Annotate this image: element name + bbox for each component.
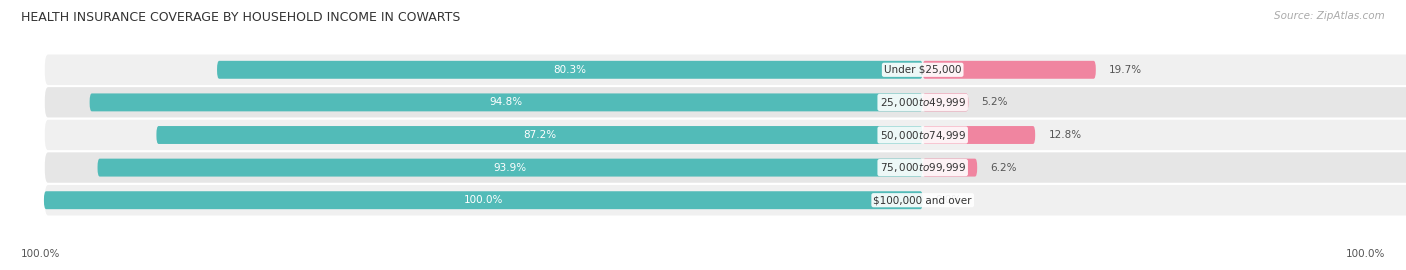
Text: 6.2%: 6.2%	[990, 163, 1017, 173]
Text: Under $25,000: Under $25,000	[884, 65, 962, 75]
Text: 93.9%: 93.9%	[494, 163, 527, 173]
Text: $75,000 to $99,999: $75,000 to $99,999	[880, 161, 966, 174]
Text: $25,000 to $49,999: $25,000 to $49,999	[880, 96, 966, 109]
FancyBboxPatch shape	[922, 159, 977, 177]
Text: HEALTH INSURANCE COVERAGE BY HOUSEHOLD INCOME IN COWARTS: HEALTH INSURANCE COVERAGE BY HOUSEHOLD I…	[21, 11, 461, 24]
FancyBboxPatch shape	[44, 184, 1406, 217]
Text: 19.7%: 19.7%	[1109, 65, 1142, 75]
FancyBboxPatch shape	[156, 126, 922, 144]
Text: 80.3%: 80.3%	[554, 65, 586, 75]
Text: Source: ZipAtlas.com: Source: ZipAtlas.com	[1274, 11, 1385, 21]
Text: 100.0%: 100.0%	[1346, 249, 1385, 259]
FancyBboxPatch shape	[44, 119, 1406, 151]
Text: 100.0%: 100.0%	[21, 249, 60, 259]
FancyBboxPatch shape	[922, 93, 969, 111]
FancyBboxPatch shape	[44, 86, 1406, 119]
Text: 12.8%: 12.8%	[1049, 130, 1081, 140]
FancyBboxPatch shape	[90, 93, 922, 111]
Text: 87.2%: 87.2%	[523, 130, 557, 140]
Text: 100.0%: 100.0%	[464, 195, 503, 205]
FancyBboxPatch shape	[44, 53, 1406, 86]
Text: $100,000 and over: $100,000 and over	[873, 195, 972, 205]
FancyBboxPatch shape	[97, 159, 922, 177]
Text: 5.2%: 5.2%	[981, 97, 1008, 107]
FancyBboxPatch shape	[44, 151, 1406, 184]
FancyBboxPatch shape	[44, 191, 922, 209]
FancyBboxPatch shape	[217, 61, 922, 79]
Text: 94.8%: 94.8%	[489, 97, 523, 107]
Text: $50,000 to $74,999: $50,000 to $74,999	[880, 129, 966, 141]
Text: 0.0%: 0.0%	[936, 195, 962, 205]
FancyBboxPatch shape	[922, 61, 1095, 79]
FancyBboxPatch shape	[922, 126, 1035, 144]
